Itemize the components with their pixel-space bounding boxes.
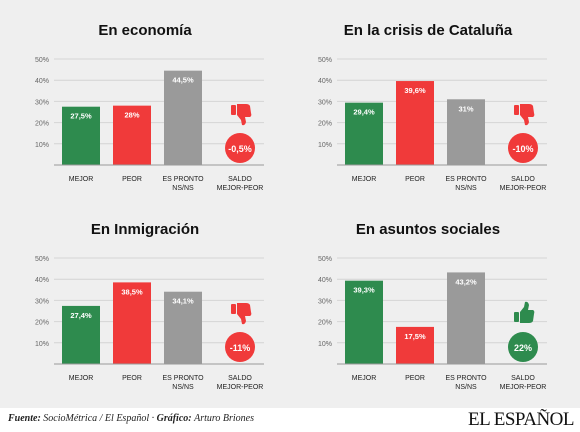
y-tick-label: 10% bbox=[35, 142, 49, 149]
y-tick-label: 50% bbox=[318, 256, 332, 263]
x-category-label: ES PRONTO NS/NS bbox=[445, 375, 487, 391]
bar-value-label: 34,1% bbox=[172, 297, 194, 306]
y-tick-label: 40% bbox=[318, 78, 332, 85]
bar-value-label: 28% bbox=[124, 111, 139, 120]
y-tick-label: 30% bbox=[35, 298, 49, 305]
x-category-label: PEOR bbox=[122, 176, 142, 183]
bar-value-label: 38,5% bbox=[121, 287, 143, 296]
balance-value: -11% bbox=[230, 343, 251, 353]
x-category-label: ES PRONTO NS/NS bbox=[162, 375, 204, 391]
thumbs-up-icon bbox=[514, 301, 535, 323]
chart-title: En asuntos sociales bbox=[356, 221, 500, 238]
bar-peor bbox=[396, 81, 434, 165]
balance-circle bbox=[508, 332, 538, 362]
balance-label: SALDO MEJOR-PEOR bbox=[500, 176, 547, 192]
thumbs-down-icon bbox=[231, 303, 252, 325]
source-credit: Fuente: SocioMétrica / El Español · Gráf… bbox=[8, 413, 254, 424]
y-tick-label: 50% bbox=[35, 57, 49, 64]
balance-circle bbox=[225, 133, 255, 163]
graphic-label: Gráfico: bbox=[156, 413, 192, 424]
x-category-label: PEOR bbox=[405, 176, 425, 183]
x-category-label: PEOR bbox=[122, 375, 142, 382]
y-tick-label: 40% bbox=[35, 78, 49, 85]
chart-title: En Inmigración bbox=[91, 221, 199, 238]
bar-peor bbox=[113, 105, 151, 165]
bar-es-pronto-ns-ns bbox=[447, 272, 485, 364]
balance-value: -0,5% bbox=[228, 144, 252, 154]
y-tick-label: 20% bbox=[318, 320, 332, 327]
bar-value-label: 39,3% bbox=[353, 286, 375, 295]
bar-value-label: 27,4% bbox=[70, 311, 92, 320]
y-tick-label: 30% bbox=[318, 99, 332, 106]
bar-peor bbox=[113, 282, 151, 364]
y-tick-label: 30% bbox=[35, 99, 49, 106]
x-category-label: MEJOR bbox=[69, 176, 94, 183]
bar-value-label: 29,4% bbox=[353, 108, 375, 117]
chart-panel: En asuntos sociales 10% 20% 30% 40% 50% 39,3% M… bbox=[318, 221, 547, 391]
chart-title: En la crisis de Cataluña bbox=[344, 22, 513, 39]
balance-value: 22% bbox=[514, 343, 532, 353]
balance-label: SALDO MEJOR-PEOR bbox=[500, 375, 547, 391]
chart-title: En economía bbox=[98, 22, 192, 39]
x-category-label: MEJOR bbox=[352, 375, 377, 382]
bar-mejor bbox=[345, 280, 383, 364]
y-tick-label: 20% bbox=[35, 320, 49, 327]
bar-value-label: 31% bbox=[458, 104, 473, 113]
balance-value: -10% bbox=[512, 144, 533, 154]
y-tick-label: 20% bbox=[318, 121, 332, 128]
chart-panel: En Inmigración 10% 20% 30% 40% 50% 27,4% MEJOR 3… bbox=[35, 221, 264, 391]
bar-value-label: 43,2% bbox=[455, 277, 477, 286]
x-category-label: PEOR bbox=[405, 375, 425, 382]
bar-mejor bbox=[62, 106, 100, 165]
chart-panel: En economía 10% 20% 30% 40% 50% 27,5% MEJOR 28% P… bbox=[35, 22, 264, 192]
source-text: SocioMétrica / El Español · bbox=[43, 413, 155, 424]
bar-es-pronto-ns-ns bbox=[447, 99, 485, 165]
y-tick-label: 50% bbox=[35, 256, 49, 263]
bar-value-label: 27,5% bbox=[70, 112, 92, 121]
bar-mejor bbox=[345, 102, 383, 165]
chart-panel: En la crisis de Cataluña 10% 20% 30% 40% 50% 2… bbox=[318, 22, 547, 192]
thumbs-down-icon bbox=[231, 104, 252, 126]
bar-mejor bbox=[62, 305, 100, 364]
balance-circle bbox=[225, 332, 255, 362]
x-category-label: ES PRONTO NS/NS bbox=[445, 176, 487, 192]
y-tick-label: 10% bbox=[35, 341, 49, 348]
y-tick-label: 50% bbox=[318, 57, 332, 64]
bar-es-pronto-ns-ns bbox=[164, 291, 202, 364]
y-tick-label: 10% bbox=[318, 341, 332, 348]
graphic-author: Arturo Briones bbox=[194, 413, 255, 424]
y-tick-label: 30% bbox=[318, 298, 332, 305]
publisher-logo: EL ESPAÑOL bbox=[467, 409, 575, 430]
footer: Fuente: SocioMétrica / El Español · Gráf… bbox=[0, 408, 580, 432]
bar-value-label: 17,5% bbox=[404, 332, 426, 341]
y-tick-label: 20% bbox=[35, 121, 49, 128]
y-tick-label: 10% bbox=[318, 142, 332, 149]
bar-value-label: 44,5% bbox=[172, 76, 194, 85]
y-tick-label: 40% bbox=[318, 277, 332, 284]
x-category-label: MEJOR bbox=[352, 176, 377, 183]
thumbs-down-icon bbox=[514, 104, 535, 126]
balance-label: SALDO MEJOR-PEOR bbox=[217, 176, 264, 192]
x-category-label: MEJOR bbox=[69, 375, 94, 382]
bar-peor bbox=[396, 326, 434, 364]
bar-value-label: 39,6% bbox=[404, 86, 426, 95]
source-label: Fuente: bbox=[8, 413, 41, 424]
balance-circle bbox=[508, 133, 538, 163]
y-tick-label: 40% bbox=[35, 277, 49, 284]
x-category-label: ES PRONTO NS/NS bbox=[162, 176, 204, 192]
bar-es-pronto-ns-ns bbox=[164, 70, 202, 165]
balance-label: SALDO MEJOR-PEOR bbox=[217, 375, 264, 391]
